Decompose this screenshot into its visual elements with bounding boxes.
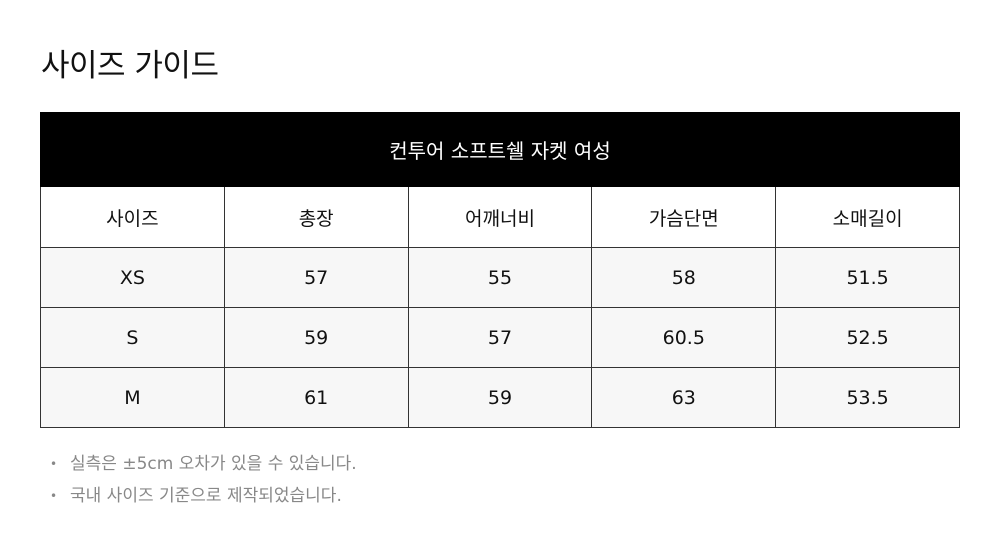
column-header: 어깨너비: [407, 186, 593, 248]
table-cell: 59: [407, 367, 593, 428]
bullet-icon: •: [50, 489, 58, 503]
table-row: S 59 57 60.5 52.5: [40, 307, 960, 368]
table-cell: 57: [223, 247, 409, 308]
table-row: XS 57 55 58 51.5: [40, 247, 960, 308]
table-cell: 60.5: [591, 307, 777, 368]
table-cell: 51.5: [775, 247, 960, 308]
table-caption: 컨투어 소프트쉘 자켓 여성: [40, 112, 960, 187]
table-cell: 59: [223, 307, 409, 368]
page-title: 사이즈 가이드: [41, 48, 219, 84]
column-header: 사이즈: [40, 186, 225, 248]
size-table: 컨투어 소프트쉘 자켓 여성 사이즈 총장 어깨너비 가슴단면 소매길이 XS …: [40, 112, 960, 428]
table-cell: 58: [591, 247, 777, 308]
table-cell: XS: [40, 247, 225, 308]
table-cell: 53.5: [775, 367, 960, 428]
table-cell: 61: [223, 367, 409, 428]
table-cell: 57: [407, 307, 593, 368]
column-header: 소매길이: [775, 186, 960, 248]
header-row: 사이즈 총장 어깨너비 가슴단면 소매길이: [40, 186, 960, 248]
column-header: 총장: [223, 186, 409, 248]
table-cell: 55: [407, 247, 593, 308]
notes-list: • 실측은 ±5cm 오차가 있을 수 있습니다. • 국내 사이즈 기준으로 제작…: [50, 450, 357, 514]
bullet-icon: •: [50, 457, 58, 471]
note-text: 국내 사이즈 기준으로 제작되었습니다.: [70, 486, 342, 506]
note-text: 실측은 ±5cm 오차가 있을 수 있습니다.: [70, 454, 357, 474]
table-cell: 63: [591, 367, 777, 428]
note-item: • 국내 사이즈 기준으로 제작되었습니다.: [50, 482, 357, 514]
table-cell: S: [40, 307, 225, 368]
table-cell: M: [40, 367, 225, 428]
note-item: • 실측은 ±5cm 오차가 있을 수 있습니다.: [50, 450, 357, 482]
table-cell: 52.5: [775, 307, 960, 368]
column-header: 가슴단면: [591, 186, 777, 248]
table-row: M 61 59 63 53.5: [40, 367, 960, 428]
